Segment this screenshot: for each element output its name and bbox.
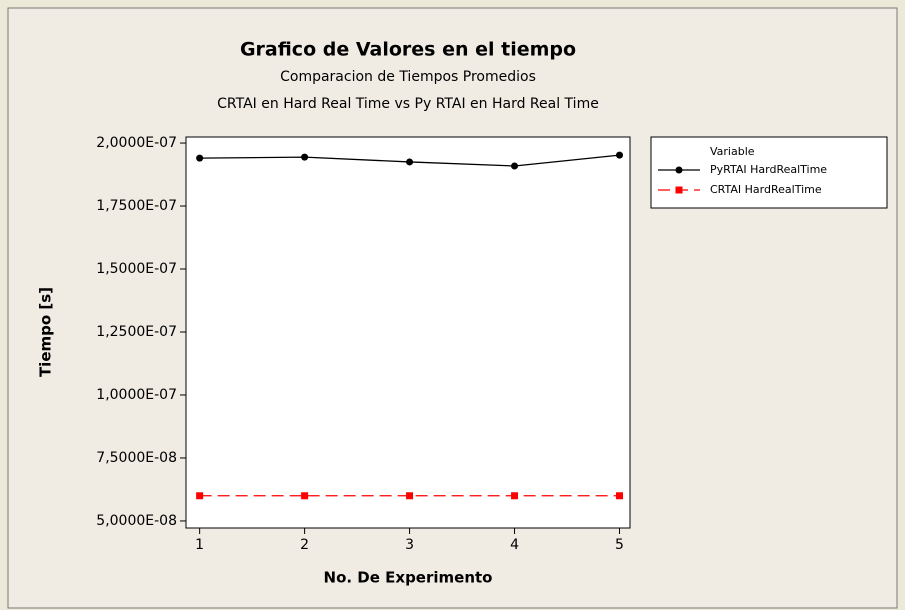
- legend-label: PyRTAI HardRealTime: [710, 163, 827, 176]
- y-tick-label: 5,0000E-08: [96, 513, 177, 529]
- legend-label: CRTAI HardRealTime: [710, 183, 822, 196]
- y-tick-label: 1,5000E-07: [96, 261, 177, 277]
- data-point: [616, 151, 624, 159]
- x-tick-label: 4: [510, 537, 519, 553]
- data-point: [616, 492, 624, 500]
- plot-area: [185, 136, 631, 529]
- y-tick-label: 2,0000E-07: [96, 135, 177, 151]
- x-axis-label: No. De Experimento: [324, 569, 493, 587]
- y-tick-label: 7,5000E-08: [96, 450, 177, 466]
- y-axis-label: Tiempo [s]: [37, 287, 55, 377]
- data-point: [196, 492, 204, 500]
- x-tick-label: 2: [300, 537, 309, 553]
- x-tick-label: 3: [405, 537, 414, 553]
- data-point: [511, 162, 519, 170]
- x-tick-label: 5: [615, 537, 624, 553]
- subtitle: Comparacion de Tiempos Promedios: [280, 69, 536, 85]
- data-point: [301, 492, 309, 500]
- legend-title: Variable: [710, 145, 755, 158]
- data-point: [196, 154, 204, 162]
- data-point: [406, 158, 414, 166]
- data-point: [406, 492, 414, 500]
- x-tick-label: 1: [195, 537, 204, 553]
- chart-title: Grafico de Valores en el tiempo: [240, 39, 576, 61]
- data-point: [301, 153, 309, 161]
- y-tick-label: 1,7500E-07: [96, 198, 177, 214]
- legend: [650, 136, 888, 209]
- data-point: [511, 492, 519, 500]
- subtitle: CRTAI en Hard Real Time vs Py RTAI en Ha…: [217, 96, 599, 112]
- legend-marker: [675, 186, 683, 194]
- legend-marker: [675, 166, 683, 174]
- y-tick-label: 1,0000E-07: [96, 387, 177, 403]
- y-tick-label: 1,2500E-07: [96, 324, 177, 340]
